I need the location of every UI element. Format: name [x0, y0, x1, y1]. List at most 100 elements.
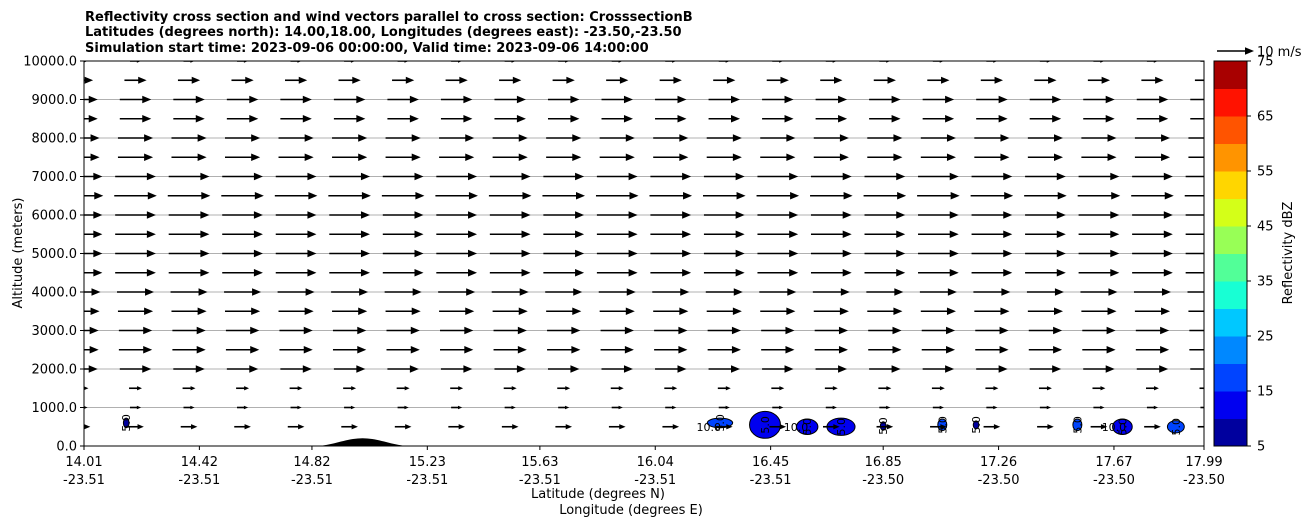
wind-vector: [284, 76, 308, 84]
wind-vector-head: [673, 76, 682, 84]
wind-vector: [707, 326, 741, 335]
wind-vector: [329, 268, 370, 277]
wind-vector-head: [197, 153, 207, 162]
wind-vector: [708, 114, 741, 123]
wind-vector-head: [521, 172, 531, 181]
wind-vector: [595, 191, 639, 200]
wind-vector-head: [93, 230, 103, 239]
wind-vector: [338, 76, 361, 84]
wind-vector: [703, 249, 745, 258]
wind-vector-head: [305, 288, 315, 296]
wind-vector-head: [357, 345, 367, 354]
wind-vector: [813, 153, 849, 162]
wind-vector-head: [785, 326, 795, 335]
wind-vector: [183, 405, 195, 410]
wind-vector: [84, 230, 103, 239]
wind-vector-head: [200, 230, 210, 239]
wind-vector: [279, 326, 313, 335]
wind-vector-head: [678, 345, 688, 354]
wind-vector: [275, 172, 317, 181]
colorbar-segment: [1214, 336, 1247, 364]
wind-vector: [970, 191, 1014, 200]
wind-vector-head: [361, 191, 371, 200]
cell-contour-label: 5.0: [801, 418, 814, 436]
x-tick-label-longitude: -23.50: [1183, 473, 1225, 488]
wind-vector-head: [254, 191, 264, 200]
wind-vector: [760, 134, 796, 142]
wind-vector-head: [307, 230, 317, 239]
wind-vector-head: [628, 211, 638, 219]
x-axis: 14.01 -23.51 14.42 -23.51 14.82 -23.51 15.23 -2…: [63, 446, 1225, 488]
wind-vector: [921, 345, 956, 354]
wind-vector: [332, 134, 368, 142]
wind-vector: [1185, 271, 1204, 274]
wind-vector-head: [726, 76, 736, 84]
cell-contour-label: 5.0: [936, 416, 949, 434]
wind-vector-head: [998, 95, 1008, 104]
wind-vector: [703, 268, 745, 277]
wind-vector-head: [144, 307, 154, 316]
wind-vector-head: [843, 191, 853, 200]
wind-vector: [932, 405, 944, 410]
wind-vector-head: [136, 405, 142, 410]
wind-vector: [332, 326, 367, 335]
wind-vector-head: [1153, 405, 1159, 410]
wind-vector-head: [894, 288, 904, 296]
wind-vector-head: [1155, 76, 1164, 84]
wind-vector-head: [519, 288, 529, 296]
wind-vector: [918, 172, 959, 181]
wind-vector: [920, 153, 956, 162]
wind-vector-head: [625, 153, 635, 162]
wind-vector: [654, 345, 688, 354]
wind-vector: [1028, 326, 1063, 335]
cell-contour-label: 5.0: [970, 416, 983, 434]
wind-vector: [332, 345, 367, 354]
wind-vector: [1034, 76, 1057, 84]
wind-vector-head: [789, 211, 799, 219]
wind-vector: [543, 172, 585, 181]
wind-vector: [762, 95, 794, 104]
wind-vector-head: [142, 95, 152, 104]
wind-vector-head: [143, 345, 153, 354]
wind-vector-head: [575, 268, 585, 277]
wind-vector-head: [142, 114, 152, 123]
wind-vector-head: [304, 307, 314, 316]
wind-vector: [440, 345, 474, 354]
wind-vector: [1026, 288, 1064, 296]
wind-vector-head: [1056, 268, 1066, 277]
wind-vector: [1134, 307, 1171, 316]
wind-vector-head: [89, 326, 99, 335]
wind-vector: [1039, 405, 1051, 410]
wind-vector: [824, 386, 838, 391]
wind-vector-head: [1100, 424, 1108, 430]
terrain: [314, 438, 411, 446]
wind-vector-head: [351, 386, 357, 391]
wind-vector: [117, 307, 154, 316]
wind-vector-head: [1110, 249, 1120, 258]
wind-vector-head: [839, 134, 849, 142]
y-tick-label: 1000.0: [32, 401, 78, 416]
wind-vector: [1024, 191, 1067, 200]
wind-vector: [1197, 425, 1204, 428]
wind-vector-head: [196, 345, 206, 354]
x-tick-label-longitude: -23.50: [862, 473, 904, 488]
wind-vector-head: [1161, 153, 1171, 162]
wind-vector: [547, 345, 581, 354]
wind-vector-head: [1160, 326, 1170, 335]
wind-vector: [873, 76, 896, 84]
wind-vector-head: [1100, 405, 1105, 410]
wind-vector-head: [678, 326, 688, 335]
wind-vector-head: [458, 424, 465, 430]
wind-vector: [224, 307, 261, 316]
wind-vector: [975, 326, 1009, 335]
wind-vector-head: [896, 230, 906, 239]
wind-vector-head: [789, 230, 799, 239]
wind-vector: [654, 326, 688, 335]
contour-label: 10.0: [696, 421, 721, 434]
wind-vector: [492, 153, 528, 162]
y-tick-label: 9000.0: [32, 93, 78, 108]
wind-vector-head: [832, 405, 837, 410]
wind-vector: [1077, 191, 1121, 200]
wind-vector-head: [993, 405, 998, 410]
wind-vector-head: [1052, 365, 1062, 373]
